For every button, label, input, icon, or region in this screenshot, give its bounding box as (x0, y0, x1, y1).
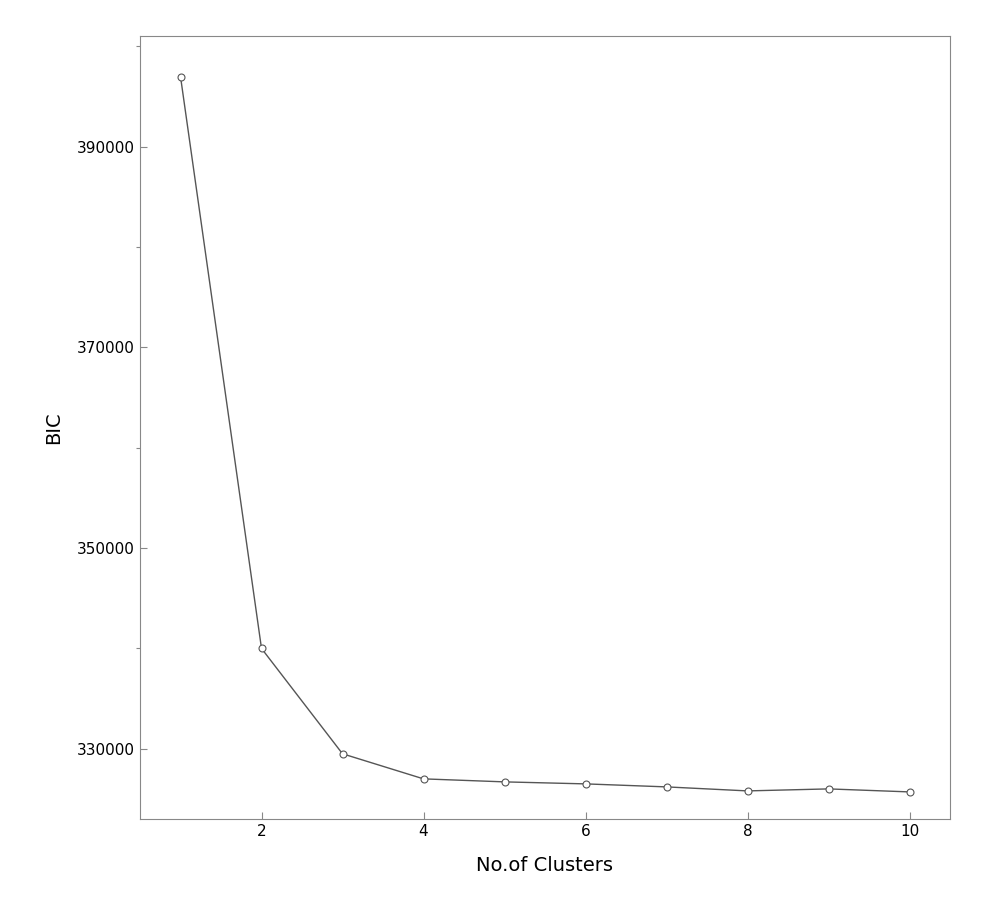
Y-axis label: BIC: BIC (44, 411, 63, 444)
X-axis label: No.of Clusters: No.of Clusters (477, 855, 614, 875)
